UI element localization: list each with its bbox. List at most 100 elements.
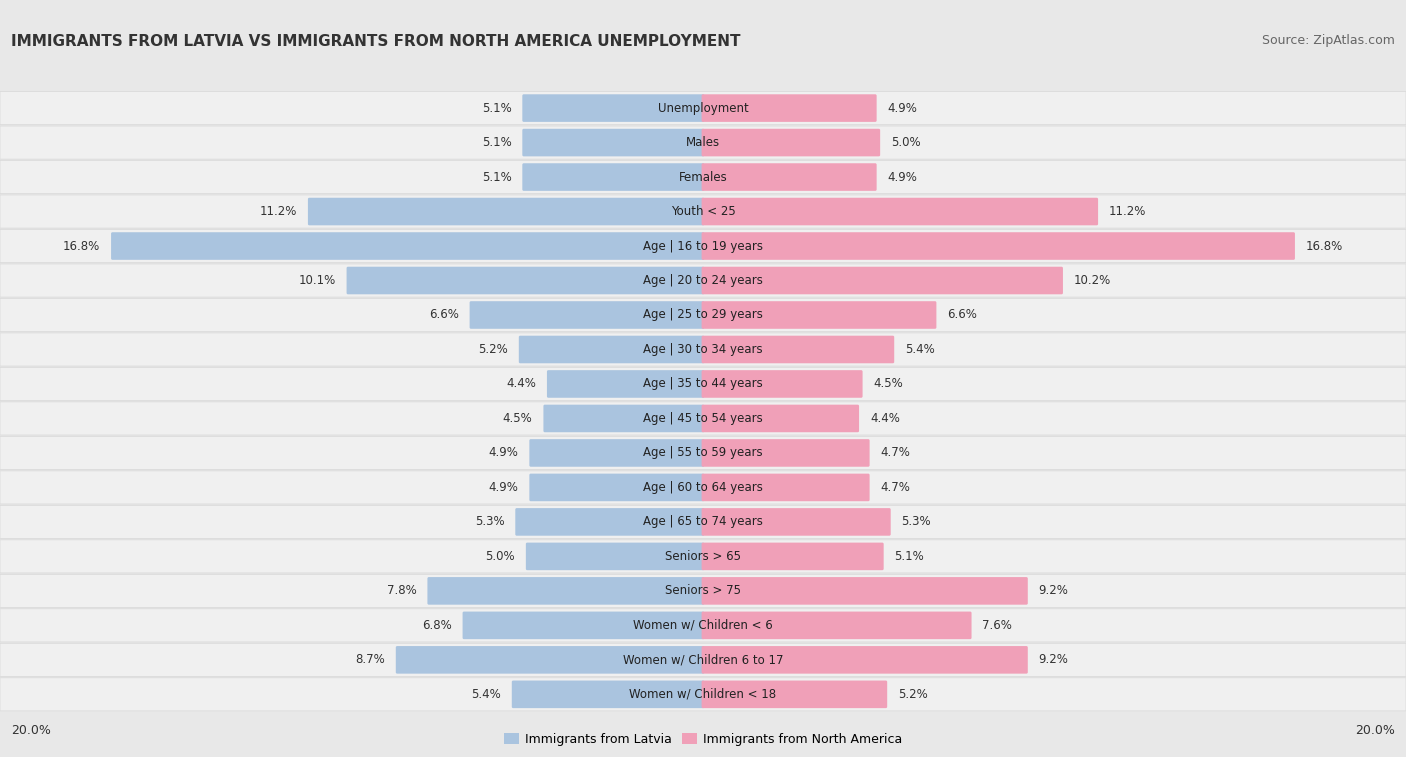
FancyBboxPatch shape bbox=[702, 543, 884, 570]
Text: Age | 30 to 34 years: Age | 30 to 34 years bbox=[643, 343, 763, 356]
Text: Women w/ Children < 18: Women w/ Children < 18 bbox=[630, 688, 776, 701]
Text: 5.3%: 5.3% bbox=[901, 516, 931, 528]
FancyBboxPatch shape bbox=[519, 335, 704, 363]
FancyBboxPatch shape bbox=[702, 232, 1295, 260]
Text: 4.9%: 4.9% bbox=[887, 170, 917, 183]
FancyBboxPatch shape bbox=[702, 577, 1028, 605]
Text: Age | 25 to 29 years: Age | 25 to 29 years bbox=[643, 309, 763, 322]
Text: 20.0%: 20.0% bbox=[11, 724, 51, 737]
Text: 7.6%: 7.6% bbox=[983, 619, 1012, 632]
FancyBboxPatch shape bbox=[702, 95, 877, 122]
FancyBboxPatch shape bbox=[0, 506, 1406, 538]
FancyBboxPatch shape bbox=[702, 198, 1098, 226]
FancyBboxPatch shape bbox=[308, 198, 704, 226]
Text: 5.1%: 5.1% bbox=[894, 550, 924, 563]
Text: Youth < 25: Youth < 25 bbox=[671, 205, 735, 218]
Text: Age | 65 to 74 years: Age | 65 to 74 years bbox=[643, 516, 763, 528]
Text: 6.6%: 6.6% bbox=[429, 309, 458, 322]
Text: Unemployment: Unemployment bbox=[658, 101, 748, 114]
FancyBboxPatch shape bbox=[702, 164, 877, 191]
Text: 16.8%: 16.8% bbox=[63, 239, 100, 253]
Text: 4.7%: 4.7% bbox=[880, 447, 910, 459]
Text: 5.1%: 5.1% bbox=[482, 170, 512, 183]
Text: 5.3%: 5.3% bbox=[475, 516, 505, 528]
FancyBboxPatch shape bbox=[0, 540, 1406, 573]
FancyBboxPatch shape bbox=[0, 471, 1406, 504]
Text: Age | 35 to 44 years: Age | 35 to 44 years bbox=[643, 378, 763, 391]
Text: 5.2%: 5.2% bbox=[898, 688, 928, 701]
FancyBboxPatch shape bbox=[0, 160, 1406, 194]
FancyBboxPatch shape bbox=[0, 92, 1406, 125]
Text: Women w/ Children 6 to 17: Women w/ Children 6 to 17 bbox=[623, 653, 783, 666]
FancyBboxPatch shape bbox=[512, 681, 704, 708]
FancyBboxPatch shape bbox=[702, 335, 894, 363]
FancyBboxPatch shape bbox=[0, 333, 1406, 366]
Legend: Immigrants from Latvia, Immigrants from North America: Immigrants from Latvia, Immigrants from … bbox=[499, 727, 907, 751]
Text: Age | 60 to 64 years: Age | 60 to 64 years bbox=[643, 481, 763, 494]
Text: 4.4%: 4.4% bbox=[870, 412, 900, 425]
Text: Females: Females bbox=[679, 170, 727, 183]
FancyBboxPatch shape bbox=[0, 609, 1406, 642]
Text: 6.8%: 6.8% bbox=[422, 619, 451, 632]
FancyBboxPatch shape bbox=[0, 229, 1406, 263]
Text: 5.0%: 5.0% bbox=[891, 136, 921, 149]
FancyBboxPatch shape bbox=[702, 474, 869, 501]
FancyBboxPatch shape bbox=[0, 575, 1406, 607]
FancyBboxPatch shape bbox=[526, 543, 704, 570]
Text: Women w/ Children < 6: Women w/ Children < 6 bbox=[633, 619, 773, 632]
FancyBboxPatch shape bbox=[702, 266, 1063, 294]
FancyBboxPatch shape bbox=[427, 577, 704, 605]
Text: Age | 20 to 24 years: Age | 20 to 24 years bbox=[643, 274, 763, 287]
Text: 11.2%: 11.2% bbox=[260, 205, 297, 218]
Text: 4.4%: 4.4% bbox=[506, 378, 536, 391]
Text: 10.1%: 10.1% bbox=[298, 274, 336, 287]
FancyBboxPatch shape bbox=[702, 681, 887, 708]
Text: 20.0%: 20.0% bbox=[1355, 724, 1395, 737]
Text: Males: Males bbox=[686, 136, 720, 149]
FancyBboxPatch shape bbox=[529, 439, 704, 467]
Text: 6.6%: 6.6% bbox=[948, 309, 977, 322]
Text: 5.4%: 5.4% bbox=[905, 343, 935, 356]
FancyBboxPatch shape bbox=[463, 612, 704, 639]
Text: 5.4%: 5.4% bbox=[471, 688, 501, 701]
FancyBboxPatch shape bbox=[529, 474, 704, 501]
FancyBboxPatch shape bbox=[702, 405, 859, 432]
FancyBboxPatch shape bbox=[0, 126, 1406, 159]
FancyBboxPatch shape bbox=[347, 266, 704, 294]
Text: 5.1%: 5.1% bbox=[482, 101, 512, 114]
FancyBboxPatch shape bbox=[0, 678, 1406, 711]
Text: Seniors > 75: Seniors > 75 bbox=[665, 584, 741, 597]
FancyBboxPatch shape bbox=[0, 367, 1406, 400]
Text: 11.2%: 11.2% bbox=[1109, 205, 1146, 218]
Text: 5.1%: 5.1% bbox=[482, 136, 512, 149]
FancyBboxPatch shape bbox=[470, 301, 704, 329]
FancyBboxPatch shape bbox=[0, 298, 1406, 332]
FancyBboxPatch shape bbox=[547, 370, 704, 397]
FancyBboxPatch shape bbox=[0, 643, 1406, 677]
Text: 4.7%: 4.7% bbox=[880, 481, 910, 494]
FancyBboxPatch shape bbox=[702, 612, 972, 639]
Text: 5.2%: 5.2% bbox=[478, 343, 508, 356]
FancyBboxPatch shape bbox=[702, 129, 880, 157]
FancyBboxPatch shape bbox=[523, 129, 704, 157]
FancyBboxPatch shape bbox=[702, 508, 891, 536]
FancyBboxPatch shape bbox=[111, 232, 704, 260]
FancyBboxPatch shape bbox=[702, 301, 936, 329]
Text: 4.9%: 4.9% bbox=[489, 481, 519, 494]
Text: 10.2%: 10.2% bbox=[1074, 274, 1111, 287]
Text: Age | 45 to 54 years: Age | 45 to 54 years bbox=[643, 412, 763, 425]
Text: 4.5%: 4.5% bbox=[503, 412, 533, 425]
Text: 5.0%: 5.0% bbox=[485, 550, 515, 563]
Text: 4.9%: 4.9% bbox=[887, 101, 917, 114]
Text: 7.8%: 7.8% bbox=[387, 584, 416, 597]
FancyBboxPatch shape bbox=[396, 646, 704, 674]
FancyBboxPatch shape bbox=[523, 95, 704, 122]
Text: Age | 16 to 19 years: Age | 16 to 19 years bbox=[643, 239, 763, 253]
Text: Seniors > 65: Seniors > 65 bbox=[665, 550, 741, 563]
FancyBboxPatch shape bbox=[702, 439, 869, 467]
FancyBboxPatch shape bbox=[0, 195, 1406, 228]
FancyBboxPatch shape bbox=[523, 164, 704, 191]
FancyBboxPatch shape bbox=[515, 508, 704, 536]
Text: 8.7%: 8.7% bbox=[356, 653, 385, 666]
Text: IMMIGRANTS FROM LATVIA VS IMMIGRANTS FROM NORTH AMERICA UNEMPLOYMENT: IMMIGRANTS FROM LATVIA VS IMMIGRANTS FRO… bbox=[11, 34, 741, 49]
